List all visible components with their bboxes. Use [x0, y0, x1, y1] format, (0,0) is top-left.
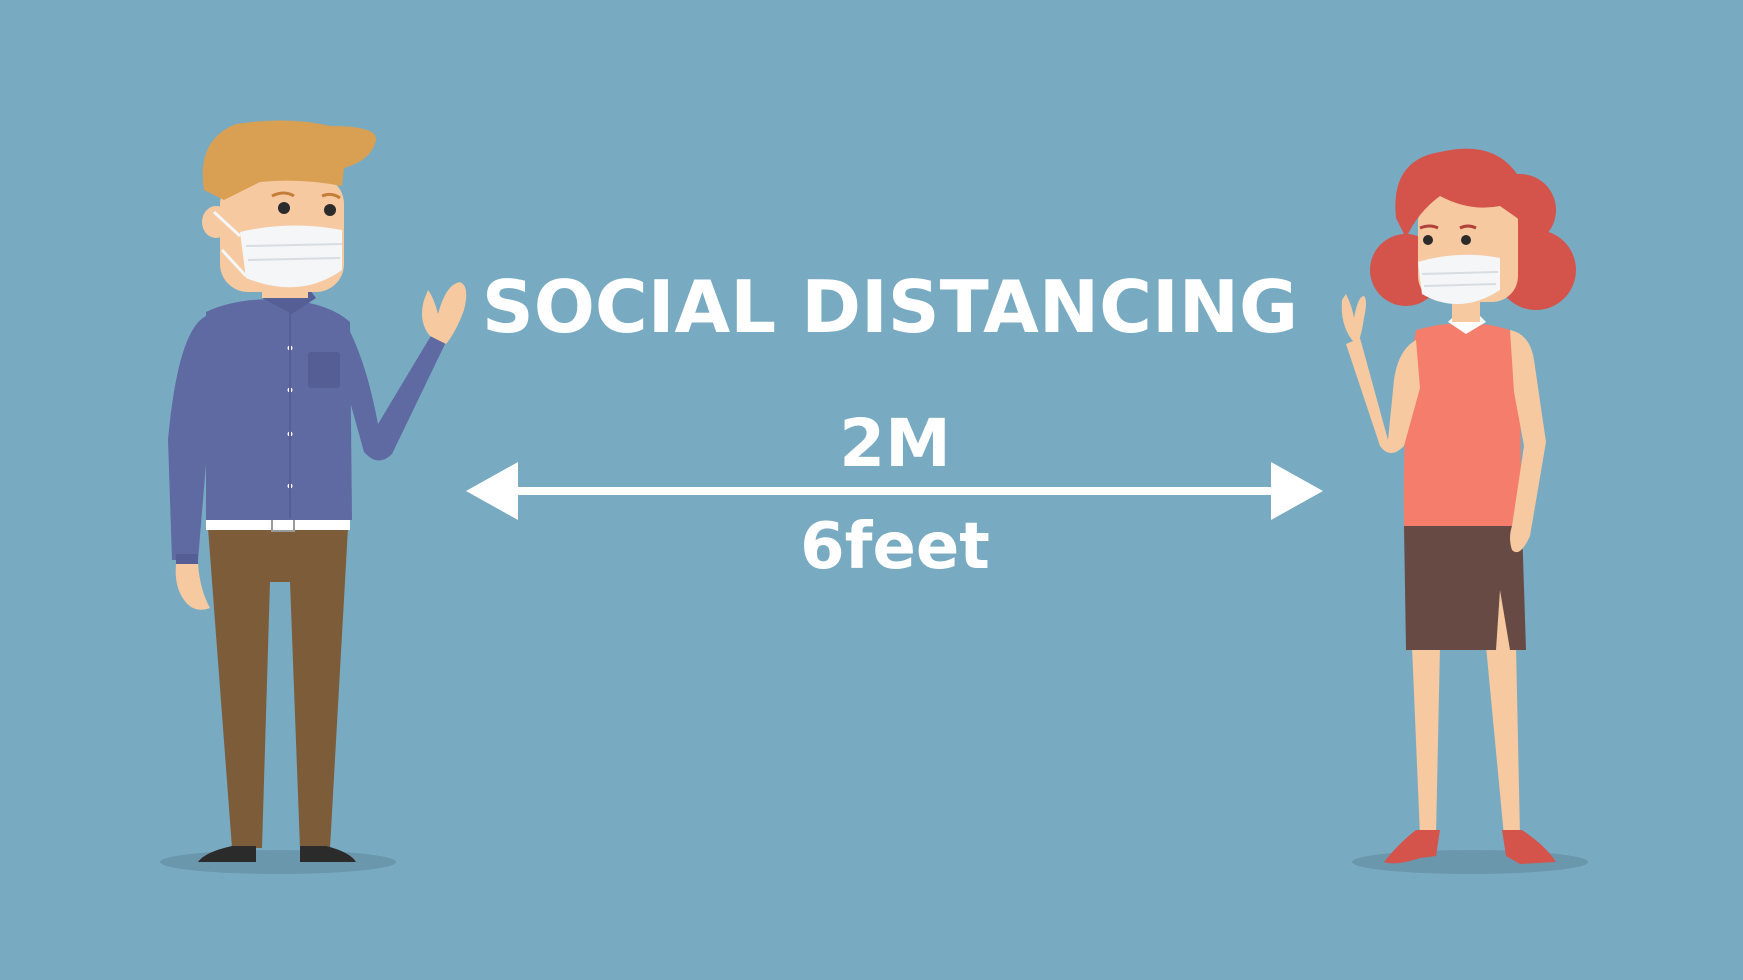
man-shadow — [160, 850, 396, 874]
distance-imperial: 6feet — [800, 510, 990, 584]
double-arrow-icon — [466, 462, 1323, 520]
man-figure — [168, 120, 467, 862]
distance-metric: 2M — [839, 405, 951, 482]
headline: SOCIAL DISTANCING — [481, 265, 1299, 349]
woman-figure — [1341, 148, 1576, 864]
